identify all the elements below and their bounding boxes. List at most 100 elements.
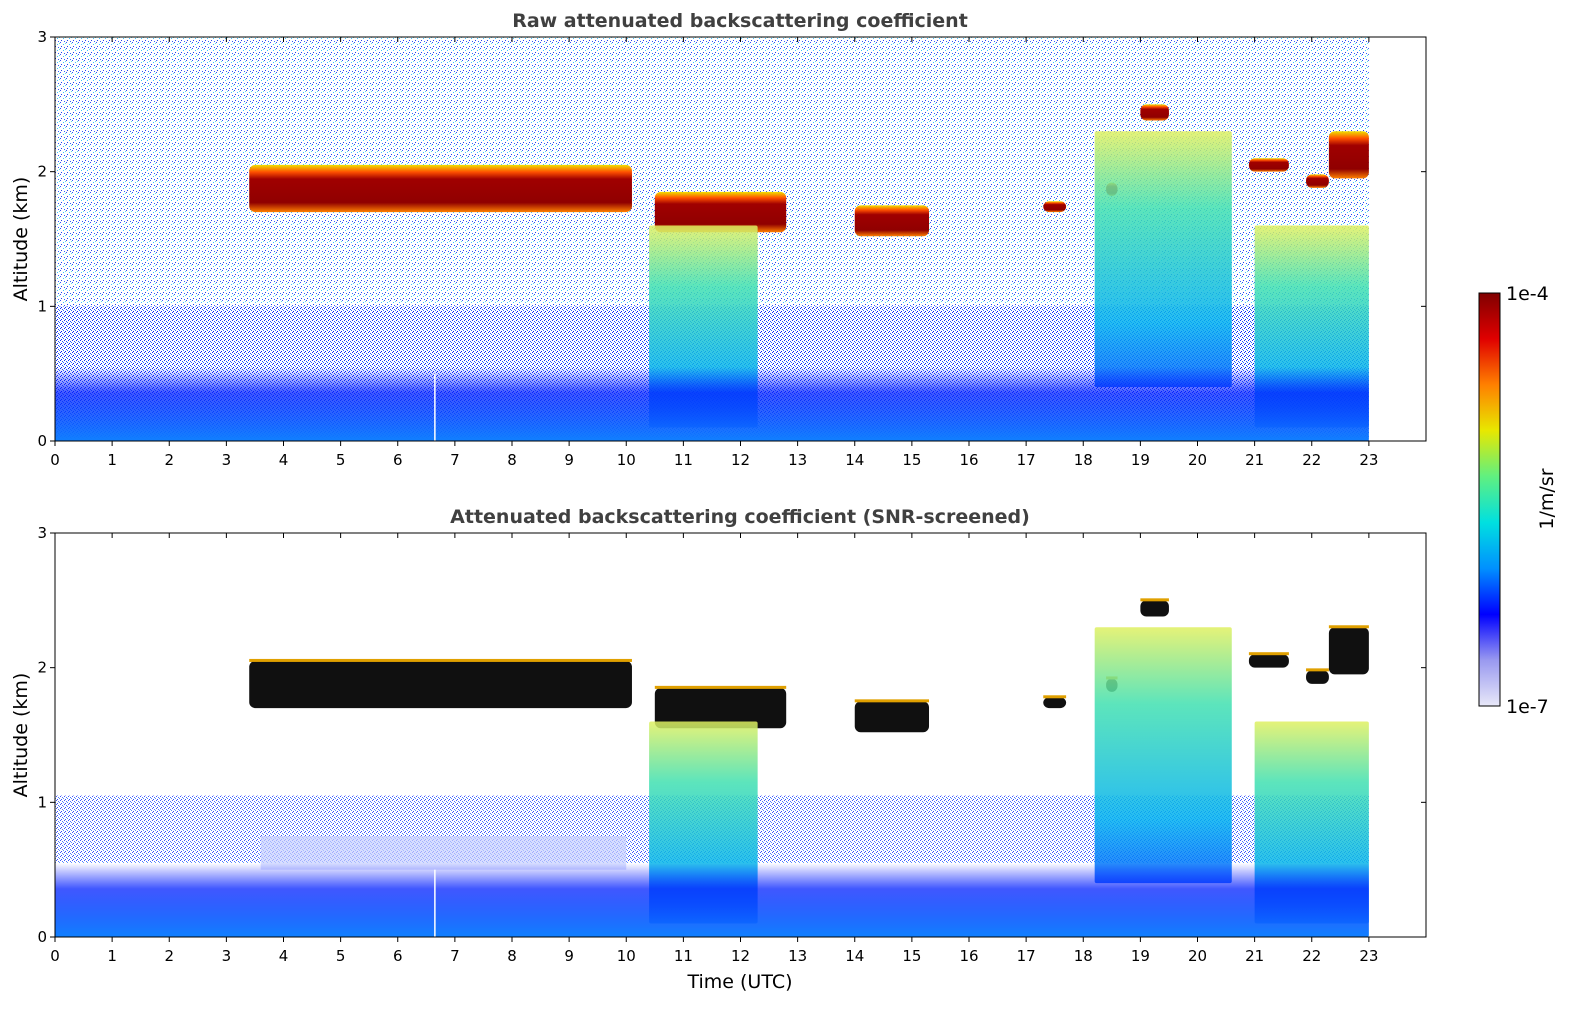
x-tick-label: 19 xyxy=(1131,947,1150,965)
x-tick-label: 1 xyxy=(107,451,117,469)
x-tick-label: 20 xyxy=(1188,451,1207,469)
raw-backscatter-panel: Raw attenuated backscattering coefficien… xyxy=(10,10,1427,469)
cloud-top-edge xyxy=(854,699,930,703)
cloud-layer xyxy=(249,660,632,709)
colorbar: 1e-4 1e-7 1/m/sr xyxy=(1478,283,1558,718)
x-tick-label: 20 xyxy=(1188,947,1207,965)
y-tick-label: 1 xyxy=(37,297,47,315)
snr-screened-panel: Attenuated backscattering coefficient (S… xyxy=(10,506,1427,993)
x-tick-label: 4 xyxy=(279,451,289,469)
x-tick-label: 23 xyxy=(1359,947,1378,965)
panel1-y-label: Altitude (km) xyxy=(10,177,32,302)
x-tick-label: 21 xyxy=(1245,451,1264,469)
y-tick-label: 1 xyxy=(37,793,47,811)
x-tick-label: 0 xyxy=(50,947,60,965)
panel2-y-label: Altitude (km) xyxy=(10,673,32,798)
x-tick-label: 15 xyxy=(902,947,921,965)
x-tick-label: 21 xyxy=(1245,947,1264,965)
y-tick-label: 3 xyxy=(37,28,47,46)
panel2-title: Attenuated backscattering coefficient (S… xyxy=(450,506,1030,528)
x-tick-label: 4 xyxy=(279,947,289,965)
panel2-y-ticks: 0 1 2 3 xyxy=(37,524,1426,946)
x-tick-label: 13 xyxy=(788,947,807,965)
x-tick-label: 2 xyxy=(164,947,174,965)
x-tick-label: 16 xyxy=(959,451,978,469)
x-tick-label: 8 xyxy=(507,451,517,469)
x-tick-label: 8 xyxy=(507,947,517,965)
cloud-layer xyxy=(1248,158,1289,172)
cloud-layer xyxy=(249,164,632,213)
cloud-layer xyxy=(854,205,930,237)
cloud-layer xyxy=(1140,600,1169,617)
x-tick-label: 11 xyxy=(674,451,693,469)
x-tick-label: 9 xyxy=(564,451,574,469)
cloud-layer xyxy=(1043,201,1067,213)
x-tick-label: 6 xyxy=(393,947,403,965)
y-tick-label: 2 xyxy=(37,163,47,181)
x-tick-label: 5 xyxy=(336,947,346,965)
precipitation-streak xyxy=(1094,131,1232,388)
x-tick-label: 3 xyxy=(222,947,232,965)
x-tick-label: 0 xyxy=(50,451,60,469)
colorbar-max-label: 1e-4 xyxy=(1506,283,1549,305)
x-tick-label: 7 xyxy=(450,451,460,469)
cloud-layer xyxy=(1306,174,1329,188)
colorbar-min-label: 1e-7 xyxy=(1506,696,1549,718)
cloud-top-edge xyxy=(1328,625,1369,629)
x-tick-label: 6 xyxy=(393,451,403,469)
x-tick-label: 12 xyxy=(731,947,750,965)
boundary-layer xyxy=(55,862,1369,937)
x-tick-label: 10 xyxy=(617,947,636,965)
cloud-top-edge xyxy=(1306,668,1329,672)
x-tick-label: 15 xyxy=(902,451,921,469)
x-tick-label: 14 xyxy=(845,451,864,469)
x-tick-label: 17 xyxy=(1017,947,1036,965)
x-tick-label: 1 xyxy=(107,947,117,965)
colorbar-unit-label: 1/m/sr xyxy=(1536,468,1558,529)
panel1-x-ticks: 0 1 2 3 4 5 6 7 8 9 10 11 12 13 14 15 16 17 18 19 20 21 22 23 xyxy=(50,37,1378,469)
cloud-top-edge xyxy=(1043,695,1067,699)
panel1-plot-area xyxy=(55,37,1369,441)
y-tick-label: 0 xyxy=(37,432,47,450)
y-tick-label: 3 xyxy=(37,524,47,542)
x-tick-label: 12 xyxy=(731,451,750,469)
cloud-layer xyxy=(1043,697,1067,709)
precipitation-streak xyxy=(1094,627,1232,884)
cloud-top-edge xyxy=(249,658,632,662)
panel2-plot-area xyxy=(55,598,1369,937)
panel1-title: Raw attenuated backscattering coefficien… xyxy=(512,10,968,32)
panel1-y-ticks: 0 1 2 3 xyxy=(37,28,1426,450)
cloud-top-edge xyxy=(654,685,787,689)
x-tick-label: 17 xyxy=(1017,451,1036,469)
y-tick-label: 0 xyxy=(37,928,47,946)
x-tick-label: 14 xyxy=(845,947,864,965)
x-tick-label: 3 xyxy=(222,451,232,469)
x-tick-label: 5 xyxy=(336,451,346,469)
boundary-layer xyxy=(55,366,1369,441)
x-tick-label: 10 xyxy=(617,451,636,469)
x-tick-label: 22 xyxy=(1302,451,1321,469)
x-tick-label: 23 xyxy=(1359,451,1378,469)
cloud-layer xyxy=(654,687,787,729)
x-tick-label: 7 xyxy=(450,947,460,965)
cloud-layer xyxy=(1328,627,1369,675)
x-tick-label: 22 xyxy=(1302,947,1321,965)
x-tick-label: 13 xyxy=(788,451,807,469)
x-tick-label: 9 xyxy=(564,947,574,965)
y-tick-label: 2 xyxy=(37,659,47,677)
x-tick-label: 11 xyxy=(674,947,693,965)
cloud-layer xyxy=(1306,670,1329,684)
panel2-x-ticks: 0 1 2 3 4 5 6 7 8 9 10 11 12 13 14 15 16 17 18 19 20 21 22 23 xyxy=(50,533,1378,965)
cloud-layer xyxy=(854,701,930,733)
cloud-top-edge xyxy=(1140,598,1169,602)
x-tick-label: 16 xyxy=(959,947,978,965)
x-axis-label: Time (UTC) xyxy=(686,971,792,993)
cloud-top-edge xyxy=(1248,652,1289,656)
x-tick-label: 18 xyxy=(1074,451,1093,469)
cloud-layer xyxy=(1328,131,1369,179)
cloud-layer xyxy=(654,191,787,233)
colorbar-gradient xyxy=(1478,292,1501,707)
cloud-layer xyxy=(1248,654,1289,668)
x-tick-label: 18 xyxy=(1074,947,1093,965)
